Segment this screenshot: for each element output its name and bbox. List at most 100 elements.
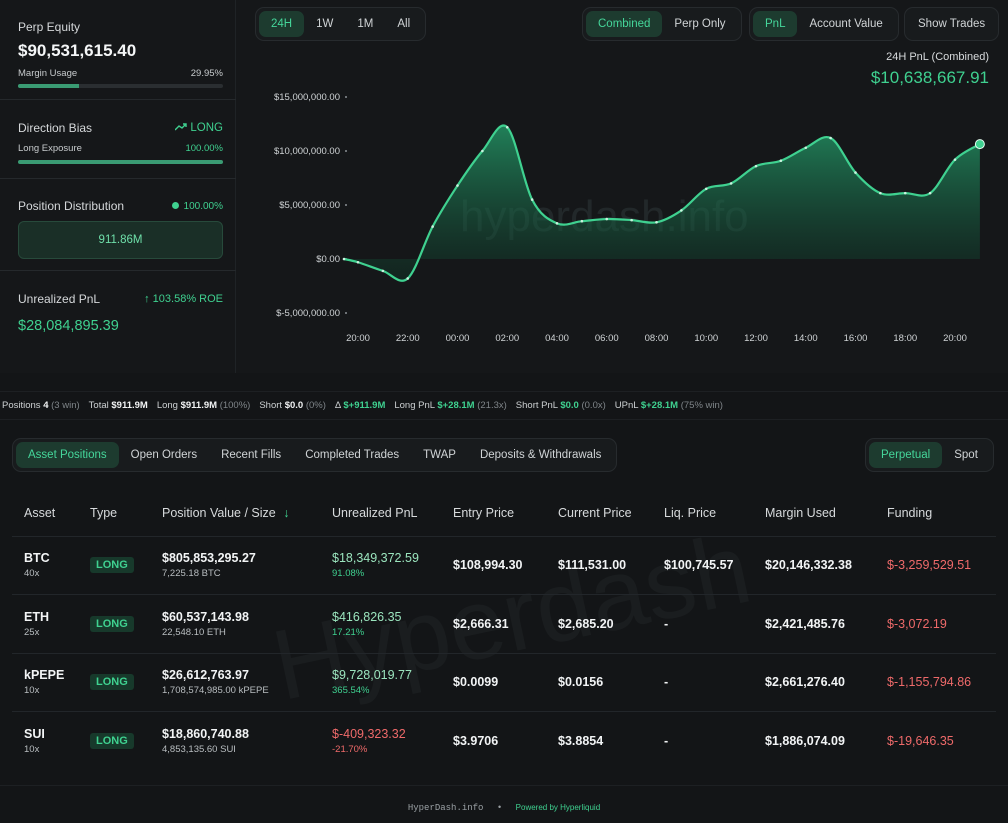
tab-recent-fills[interactable]: Recent Fills (221, 449, 282, 461)
unrealized-pnl-pct: 365.54% (332, 685, 370, 697)
tab-twap[interactable]: TWAP (423, 449, 456, 461)
stat-extra: (21.3x) (477, 400, 507, 411)
tab-all[interactable]: All (397, 18, 411, 30)
header-current-price[interactable]: Current Price (558, 505, 632, 520)
roe-text: 103.58% ROE (152, 293, 223, 305)
table-row[interactable]: SUI 10x LONG $18,860,740.88 4,853,135.60 SUI… (12, 711, 996, 770)
data-point (754, 164, 758, 168)
stat-label: UPnL (614, 400, 639, 411)
tab-asset-positions[interactable]: Asset Positions (16, 442, 119, 468)
tab-perp-only[interactable]: Perp Only (674, 18, 726, 30)
type-badge: LONG (90, 557, 134, 574)
position-value: $18,860,740.88 (162, 727, 249, 741)
distribution-bar-value: 911.86M (98, 234, 143, 246)
table-row[interactable]: BTC 40x LONG $805,853,295.27 7,225.18 BTC $18… (12, 535, 996, 595)
tab-spot[interactable]: Spot (954, 449, 978, 461)
cell-current-price: $3.8854 (546, 711, 652, 770)
header-margin-used[interactable]: Margin Used (765, 505, 836, 520)
unrealized-pnl-pct: 91.08% (332, 568, 365, 580)
stat-extra: (75% win) (680, 400, 723, 411)
header-position-value[interactable]: Position Value / Size ↓ (150, 490, 320, 536)
funding: $-1,155,794.86 (887, 675, 972, 690)
cell-unrealized-pnl: $416,826.35 17.21% (320, 594, 441, 653)
unrealized-pnl-pct: 17.21% (332, 626, 365, 638)
data-point (729, 182, 733, 185)
tab-24h[interactable]: 24H (259, 11, 305, 37)
position-tabs: Asset Positions Open Orders Recent Fills… (12, 438, 618, 472)
data-point (580, 219, 584, 223)
data-point (829, 136, 832, 140)
data-point (655, 220, 658, 224)
stat-item: Δ $+911.9M (335, 400, 385, 411)
data-point (854, 171, 857, 174)
header-liq-price[interactable]: Liq. Price (664, 505, 717, 520)
tab-combined[interactable]: Combined (586, 11, 663, 37)
data-point (605, 217, 609, 221)
tab-deposits-withdrawals[interactable]: Deposits & Withdrawals (479, 449, 602, 461)
tab-completed-trades[interactable]: Completed Trades (305, 449, 400, 461)
unrealized-pnl-card: Unrealized PnL ↑ 103.58% ROE $28,084,895.… (0, 271, 236, 351)
cell-position-value: $18,860,740.88 4,853,135.60 SUI (150, 711, 320, 770)
header-position-value-text: Position Value / Size (162, 505, 276, 520)
position-distribution-pct: 100.00% (171, 201, 223, 212)
stat-item: Short PnL $0.0 (0.0x) (516, 400, 606, 411)
data-point (381, 269, 385, 273)
cell-margin-used: $1,886,074.09 (753, 711, 875, 770)
data-point (953, 158, 957, 161)
header-entry-price[interactable]: Entry Price (453, 505, 515, 520)
tab-account-value[interactable]: Account Value (809, 18, 883, 30)
sort-arrow-icon: ↓ (283, 505, 290, 520)
footer-dot: • (497, 802, 502, 812)
y-tick-mark (345, 96, 347, 98)
x-tick-label: 10:00 (694, 333, 718, 344)
header-asset[interactable]: Asset (24, 505, 56, 520)
current-point-marker[interactable] (974, 139, 985, 150)
direction-bias-value: LONG (174, 122, 223, 134)
direction-bias-text: LONG (190, 122, 223, 134)
long-exposure-fill (18, 160, 223, 164)
header-unrealized-pnl[interactable]: Unrealized PnL (332, 505, 418, 520)
cell-entry-price: $108,994.30 (441, 535, 546, 595)
overview-panel: Perp Equity $90,531,615.40 Margin Usage … (0, 0, 1008, 373)
position-size: 1,708,574,985.00 kPEPE (162, 685, 269, 697)
x-tick-label: 08:00 (645, 333, 669, 344)
cell-liq-price: - (652, 652, 753, 712)
table-row[interactable]: kPEPE 10x LONG $26,612,763.97 1,708,574,985.… (12, 652, 996, 712)
stat-value: 4 (43, 400, 49, 411)
unrealized-pnl: $416,826.35 (332, 609, 402, 624)
data-point (406, 277, 410, 280)
arrow-up-icon: ↑ (144, 293, 150, 305)
positions-table: Asset Type Position Value / Size ↓ Unrea… (12, 490, 996, 770)
position-size: 7,225.18 BTC (162, 568, 221, 580)
y-tick-label: $10,000,000.00 (274, 146, 340, 157)
cell-current-price: $2,685.20 (546, 594, 652, 653)
tab-pnl[interactable]: PnL (753, 11, 798, 37)
data-point (903, 191, 907, 195)
y-tick-mark (345, 312, 347, 314)
tab-1m[interactable]: 1M (357, 18, 374, 30)
stat-label: Positions (2, 400, 41, 411)
margin-used: $20,146,332.38 (765, 558, 852, 573)
liq-price: - (664, 734, 669, 748)
cell-funding: $-1,155,794.86 (875, 652, 996, 712)
asset-leverage: 40x (24, 568, 40, 580)
stat-label: Long PnL (394, 400, 435, 411)
tab-perpetual[interactable]: Perpetual (869, 442, 943, 468)
table-row[interactable]: ETH 25x LONG $60,537,143.98 22,548.10 ETH $41… (12, 594, 996, 653)
cell-position-value: $805,853,295.27 7,225.18 BTC (150, 535, 320, 595)
unrealized-pnl: $9,728,019.77 (332, 668, 412, 683)
cell-funding: $-3,072.19 (875, 594, 996, 653)
show-trades-button[interactable]: Show Trades (918, 18, 986, 30)
header-funding[interactable]: Funding (887, 505, 933, 520)
position-size: 4,853,135.60 SUI (162, 744, 236, 755)
stat-value: $0.0 (284, 400, 304, 411)
position-size: 22,548.10 ETH (162, 626, 226, 638)
header-type[interactable]: Type (90, 505, 118, 520)
positions-stats-bar: Positions 4 (3 win) Total $911.9M Long $91… (0, 391, 1008, 420)
distribution-bar[interactable]: 911.86M (18, 221, 223, 259)
tab-open-orders[interactable]: Open Orders (130, 449, 198, 461)
cell-type: LONG (78, 594, 150, 653)
cell-margin-used: $20,146,332.38 (753, 535, 875, 595)
cell-asset: BTC 40x (12, 535, 78, 595)
tab-1w[interactable]: 1W (316, 18, 334, 30)
